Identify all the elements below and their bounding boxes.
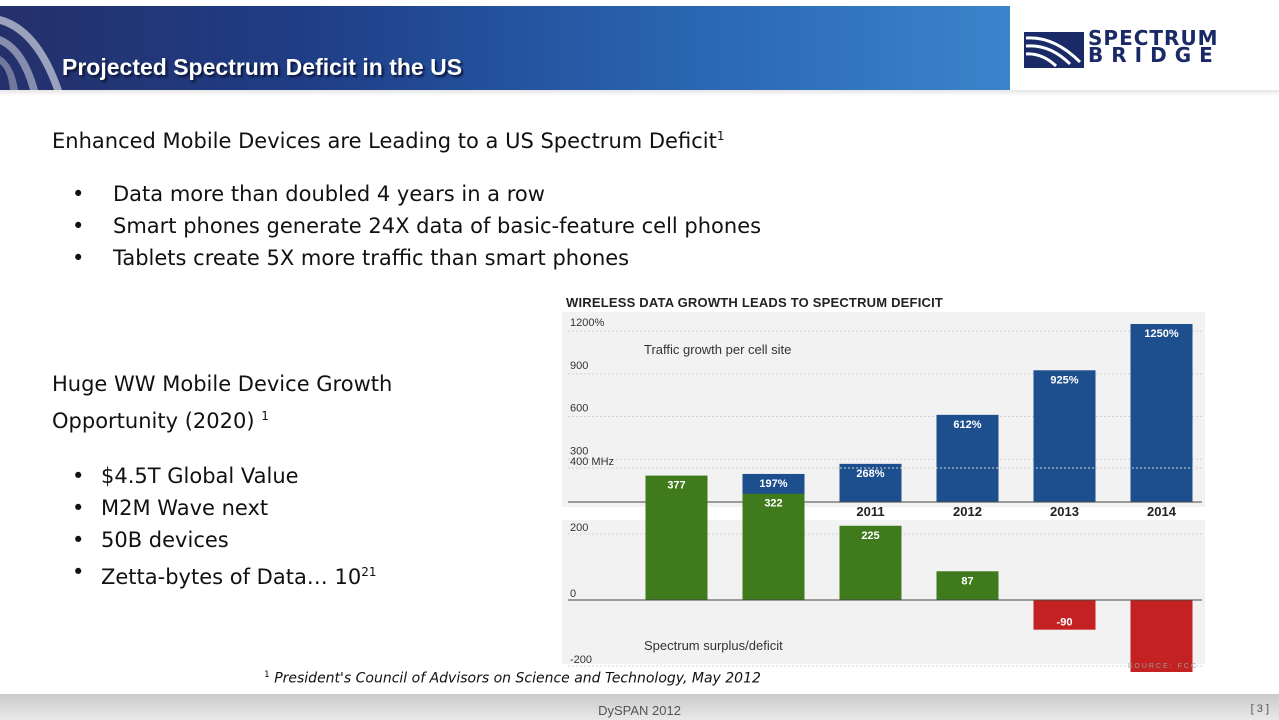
bullet-list-1: Data more than doubled 4 years in a row … [72,178,761,274]
list-item: M2M Wave next [72,492,376,524]
bar [839,463,902,502]
y-tick-label: 300 [570,445,588,457]
footer-bar [0,694,1279,720]
heading-spectrum-deficit: Enhanced Mobile Devices are Leading to a… [52,129,724,153]
exponent: 21 [361,565,377,579]
y-tick-label: 400 MHz [570,456,614,468]
slide-title: Projected Spectrum Deficit in the US [62,54,463,80]
footnote-text: President's Council of Advisors on Scien… [274,670,761,687]
footnote-marker: 1 [264,670,270,680]
logo-icon [1024,32,1084,68]
data-label: -90 [1057,617,1073,629]
chart-header-bg [562,292,1205,312]
data-label: 268% [856,468,884,480]
list-item: 50B devices [72,524,376,556]
y-tick-label: -200 [570,654,592,666]
swoosh-graphic [0,16,62,90]
bar [1033,370,1096,502]
chart-svg: 300 600 900 1200% Traffic growth per cell si… [562,292,1205,672]
bar [1130,600,1193,672]
bar [645,475,708,600]
chart-source: SOURCE: FCC [1128,663,1198,670]
x-tick-label: 2014 [1147,504,1177,519]
y-tick-label: 600 [570,403,588,415]
subtitle-bottom: Spectrum surplus/deficit [644,638,783,653]
data-label: 322 [764,498,782,510]
y-tick-label: 1200% [570,317,604,329]
data-label: 87 [961,575,973,587]
spectrum-bridge-logo: SPECTRUM BRIDGE [1024,26,1256,70]
footnote: 1 President's Council of Advisors on Sci… [264,670,761,687]
bar [1033,600,1096,630]
list-item: Zetta-bytes of Data… 1021 [72,556,377,589]
bar [936,414,999,502]
list-item: Data more than doubled 4 years in a row [72,178,761,210]
chart-image: 300 600 900 1200% Traffic growth per cell si… [562,292,1205,672]
data-label: 225 [861,530,879,542]
bar [936,571,999,600]
chart-title: WIRELESS DATA GROWTH LEADS TO SPECTRUM D… [566,295,944,310]
heading1-footnote-ref: 1 [716,129,725,143]
heading1-text: Enhanced Mobile Devices are Leading to a… [52,129,717,153]
x-tick-label: 2013 [1050,504,1079,519]
logo-wordmark: SPECTRUM BRIDGE [1088,26,1221,67]
list-item: Tablets create 5X more traffic than smar… [72,242,761,274]
title-divider [0,90,1279,96]
list-item-text: Zetta-bytes of Data… 10 [101,565,362,589]
list-item: $4.5T Global Value [72,460,376,492]
bar [839,525,902,600]
data-label: 377 [667,480,685,492]
heading2-text: Huge WW Mobile Device Growth Opportunity… [52,372,393,433]
logo-line1: SPECTRUM [1088,26,1219,50]
y-tick-label: 900 [570,360,588,372]
y-tick-label: 0 [570,588,576,600]
heading2-footnote-ref: 1 [261,409,269,423]
data-label: 925% [1050,374,1078,386]
x-tick-label: 2011 [856,504,884,519]
data-label: 612% [953,419,981,431]
title-bar: Projected Spectrum Deficit in the US [0,6,1010,90]
x-tick-label: 2012 [953,504,982,519]
data-label: 1250% [1144,328,1178,340]
bullet-list-2: $4.5T Global Value M2M Wave next 50B dev… [72,460,377,589]
page-number: [ 3 ] [1250,703,1269,715]
subtitle-top: Traffic growth per cell site [644,342,791,357]
bar [742,493,805,600]
footer-text: DySPAN 2012 [598,703,681,718]
y-tick-label: 200 [570,522,588,534]
bar [1130,324,1193,502]
logo-line2: BRIDGE [1088,43,1221,67]
heading-device-growth: Huge WW Mobile Device Growth Opportunity… [52,368,452,437]
data-label: 197% [759,478,787,490]
list-item: Smart phones generate 24X data of basic-… [72,210,761,242]
